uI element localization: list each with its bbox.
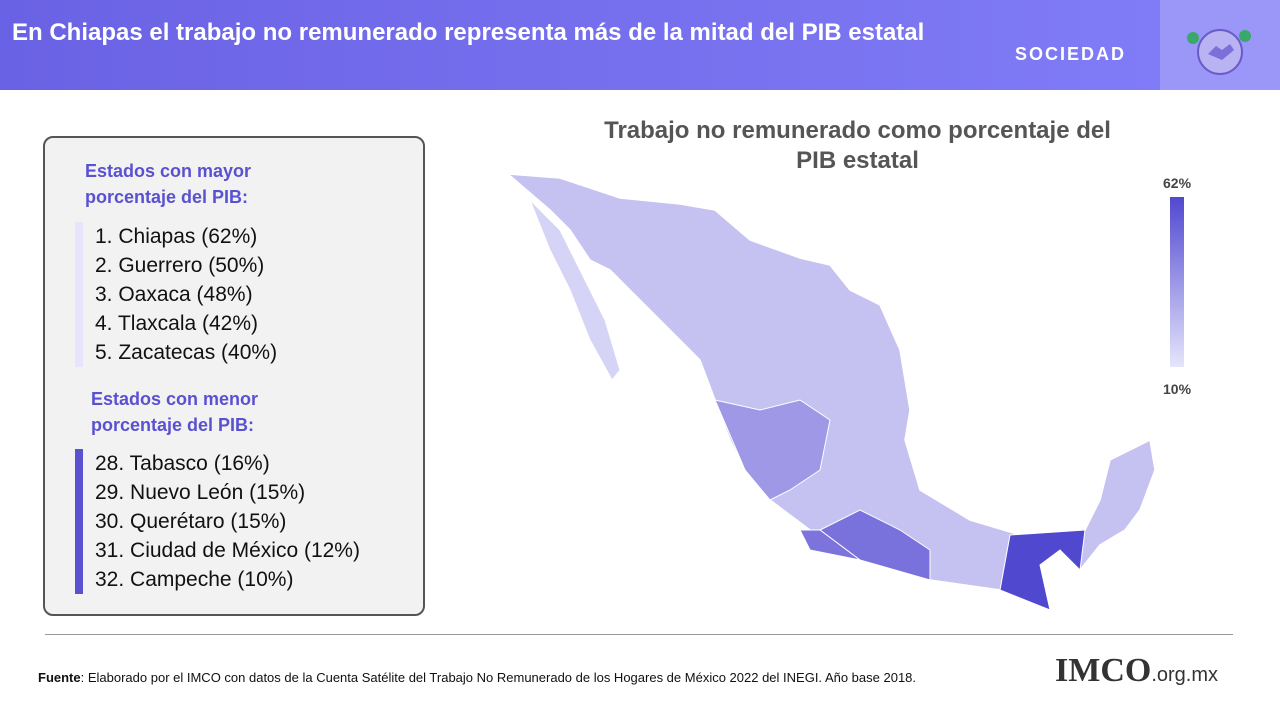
list-item: 4. Tlaxcala (42%) [95,312,259,335]
region [714,399,831,501]
legend-max: 62% [1163,175,1192,191]
list-item: 31. Ciudad de México (12%) [95,539,360,562]
legend-min: 10% [1163,381,1192,397]
guerrero [799,529,861,561]
bottom-title: Estados con menor porcentaje del PIB: [91,389,259,435]
summary-box: Estados con mayor porcentaje del PIB: 1.… [43,136,425,616]
list-item: 5. Zacatecas (40%) [95,341,278,364]
icon [1160,0,1280,90]
map-title: Trabajo no remunerado como porcentaje de… [604,117,1111,174]
divider [45,634,1233,635]
logo: IMCO.org.mx [1055,652,1218,690]
logo-text: IMCO [1055,652,1152,689]
logo-suffix: .org.mx [1151,664,1219,686]
list-item: 29. Nuevo León (15%) [95,481,306,504]
bottom-list: 28. Tabasco (16%) 29. Nuevo León (15%) 30.… [75,449,360,594]
top-title: Estados con mayor porcentaje del PIB: [85,161,252,207]
section: SOCIEDAD [1015,44,1127,64]
source: Fuente: Elaborado por el IMCO con datos … [38,670,916,685]
title: En Chiapas el trabajo no remunerado repr… [12,19,925,46]
mexico [505,173,1156,612]
list-item: 1. Chiapas (62%) [95,225,258,248]
icon-graphic [1187,29,1251,75]
list-item: 28. Tabasco (16%) [95,452,270,475]
source-label: Fuente [38,670,81,685]
header: En Chiapas el trabajo no remunerado repr… [0,0,1160,90]
chiapas [999,529,1086,611]
top-list: 1. Chiapas (62%) 2. Guerrero (50%) 3. Oaxa… [75,222,277,367]
list-item: 30. Querétaro (15%) [95,510,287,533]
list-item: 32. Campeche (10%) [95,568,294,591]
source-text: : Elaborado por el IMCO con datos de la … [80,670,917,685]
baja [529,199,621,381]
map [505,173,1156,612]
list-item: 2. Guerrero (50%) [95,254,265,277]
list-item: 3. Oaxaca (48%) [95,283,253,306]
legend-bar [1170,197,1184,367]
